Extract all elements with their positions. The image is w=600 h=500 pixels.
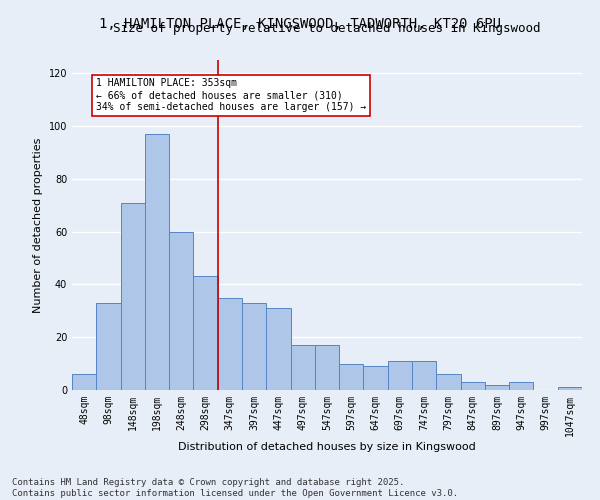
Bar xyxy=(315,345,339,390)
Bar xyxy=(364,366,388,390)
Y-axis label: Number of detached properties: Number of detached properties xyxy=(33,138,43,312)
Bar xyxy=(509,382,533,390)
Bar xyxy=(412,361,436,390)
Bar xyxy=(96,303,121,390)
Bar xyxy=(145,134,169,390)
Bar xyxy=(242,303,266,390)
Text: 1 HAMILTON PLACE: 353sqm
← 66% of detached houses are smaller (310)
34% of semi-: 1 HAMILTON PLACE: 353sqm ← 66% of detach… xyxy=(96,78,367,112)
Text: Contains HM Land Registry data © Crown copyright and database right 2025.
Contai: Contains HM Land Registry data © Crown c… xyxy=(12,478,458,498)
Bar xyxy=(290,345,315,390)
Bar xyxy=(72,374,96,390)
Bar xyxy=(266,308,290,390)
Bar xyxy=(485,384,509,390)
X-axis label: Distribution of detached houses by size in Kingswood: Distribution of detached houses by size … xyxy=(178,442,476,452)
Bar xyxy=(169,232,193,390)
Bar xyxy=(558,388,582,390)
Bar xyxy=(218,298,242,390)
Bar xyxy=(388,361,412,390)
Bar xyxy=(121,202,145,390)
Text: 1, HAMILTON PLACE, KINGSWOOD, TADWORTH, KT20 6PU: 1, HAMILTON PLACE, KINGSWOOD, TADWORTH, … xyxy=(99,18,501,32)
Bar xyxy=(339,364,364,390)
Bar xyxy=(461,382,485,390)
Bar xyxy=(193,276,218,390)
Title: Size of property relative to detached houses in Kingswood: Size of property relative to detached ho… xyxy=(113,22,541,35)
Bar xyxy=(436,374,461,390)
